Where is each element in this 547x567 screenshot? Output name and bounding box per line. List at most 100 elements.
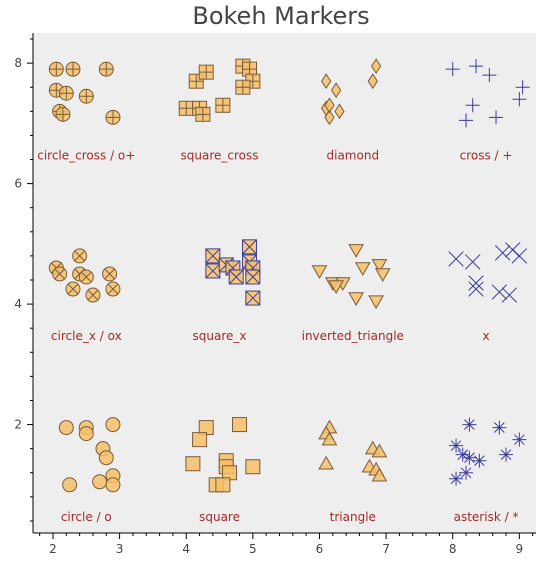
circle_x-marker xyxy=(65,281,81,297)
x-tick-label: 7 xyxy=(382,542,390,556)
inverted_triangle-marker xyxy=(348,244,364,258)
chart-title: Bokeh Markers xyxy=(192,2,369,30)
diamond-marker xyxy=(370,58,382,75)
group-label: square_cross xyxy=(181,149,259,163)
x-marker xyxy=(468,275,484,291)
circle_x-marker xyxy=(52,266,68,282)
square-marker xyxy=(245,459,261,475)
diamond-marker xyxy=(324,97,335,114)
square_cross-marker xyxy=(198,64,214,80)
group-label: triangle xyxy=(330,510,376,524)
inverted_triangle-marker xyxy=(368,295,384,310)
group-label: circle_cross / o+ xyxy=(37,149,135,163)
cross-marker xyxy=(469,59,484,74)
diamond-marker xyxy=(330,82,342,99)
square_x-marker xyxy=(205,263,221,279)
circle-marker xyxy=(78,426,94,442)
group-label: circle_x / ox xyxy=(51,329,122,343)
inverted_triangle-marker xyxy=(328,280,344,295)
square_x-marker xyxy=(242,239,258,255)
x-marker xyxy=(468,281,484,297)
circle_cross-marker xyxy=(98,61,114,77)
y-tick-label: 6 xyxy=(14,177,22,191)
marker-group-triangle: triangle xyxy=(318,419,388,524)
triangle-marker xyxy=(371,443,388,458)
asterisk-marker xyxy=(462,417,477,432)
circle-marker xyxy=(58,420,74,436)
marker-group-circle: circle / o xyxy=(58,417,121,524)
circle_cross-marker xyxy=(65,61,81,77)
square_cross-marker xyxy=(242,61,258,77)
circle_cross-marker xyxy=(105,109,121,125)
triangle-marker xyxy=(371,467,388,482)
x-marker xyxy=(491,284,508,300)
square_cross-marker xyxy=(215,97,231,113)
axes: 2 3 4 5 6 7 8 9 2 4 6 8 xyxy=(14,33,536,556)
cross-marker xyxy=(445,62,460,77)
square-marker xyxy=(192,432,208,448)
inverted_triangle-marker xyxy=(374,268,391,282)
x-marker xyxy=(511,248,528,264)
asterisk-marker xyxy=(492,420,507,435)
x-tick-label: 3 xyxy=(116,542,124,556)
marker-group-diamond: diamond xyxy=(320,58,382,163)
group-label: square xyxy=(199,510,240,524)
cross-marker xyxy=(489,110,504,125)
circle_x-marker xyxy=(105,281,121,297)
marker-group-cross: cross / + xyxy=(445,59,530,163)
marker-group-asterisk: asterisk / * xyxy=(449,417,527,524)
asterisk-marker xyxy=(472,453,487,468)
cross-marker xyxy=(515,80,530,95)
circle-marker xyxy=(62,477,78,493)
square_x-marker xyxy=(245,290,261,306)
inverted_triangle-marker xyxy=(354,262,371,276)
diamond-marker xyxy=(320,73,332,90)
marker-groups: circle_cross / o+ square_cross diamond cros… xyxy=(37,58,530,524)
circle_x-marker xyxy=(78,269,94,285)
x-marker xyxy=(494,245,511,261)
square-marker xyxy=(232,417,248,433)
group-label: x xyxy=(482,329,489,343)
y-tick-label: 8 xyxy=(14,56,22,70)
y-tick-label: 4 xyxy=(14,297,22,311)
marker-group-circle-x: circle_x / ox xyxy=(48,248,122,343)
group-label: diamond xyxy=(327,149,380,163)
square_cross-marker xyxy=(235,79,251,95)
marker-group-square: square xyxy=(185,417,261,524)
inverted_triangle-marker xyxy=(348,292,364,307)
x-tick-label: 5 xyxy=(249,542,257,556)
group-label: square_x xyxy=(193,329,247,343)
x-tick-label: 2 xyxy=(49,542,57,556)
group-label: cross / + xyxy=(460,149,513,163)
asterisk-marker xyxy=(449,438,464,453)
x-marker xyxy=(501,287,518,303)
circle-marker xyxy=(105,417,121,433)
circle_x-marker xyxy=(85,287,101,303)
x-tick-label: 6 xyxy=(316,542,324,556)
circle_x-marker xyxy=(102,266,118,282)
cross-marker xyxy=(482,68,497,83)
asterisk-marker xyxy=(449,471,464,486)
x-tick-label: 4 xyxy=(182,542,190,556)
diamond-marker xyxy=(367,73,378,90)
marker-group-inverted-triangle: inverted_triangle xyxy=(302,244,404,343)
diamond-marker xyxy=(324,109,335,126)
circle-marker xyxy=(98,450,114,466)
diamond-marker xyxy=(334,103,345,120)
y-tick-label: 2 xyxy=(14,418,22,432)
circle_cross-marker xyxy=(58,85,74,101)
group-label: circle / o xyxy=(61,510,112,524)
circle-marker xyxy=(105,477,121,493)
square-marker xyxy=(215,477,231,493)
cross-marker xyxy=(465,98,480,113)
marker-group-circle-cross: circle_cross / o+ xyxy=(37,61,135,163)
x-marker xyxy=(448,251,464,267)
marker-group-x: x xyxy=(448,242,528,343)
group-label: asterisk / * xyxy=(454,510,519,524)
inverted_triangle-marker xyxy=(311,265,328,279)
marker-group-square-cross: square_cross xyxy=(178,58,261,163)
circle_cross-marker xyxy=(55,106,71,122)
x-tick-label: 8 xyxy=(449,542,457,556)
asterisk-marker xyxy=(455,447,470,462)
